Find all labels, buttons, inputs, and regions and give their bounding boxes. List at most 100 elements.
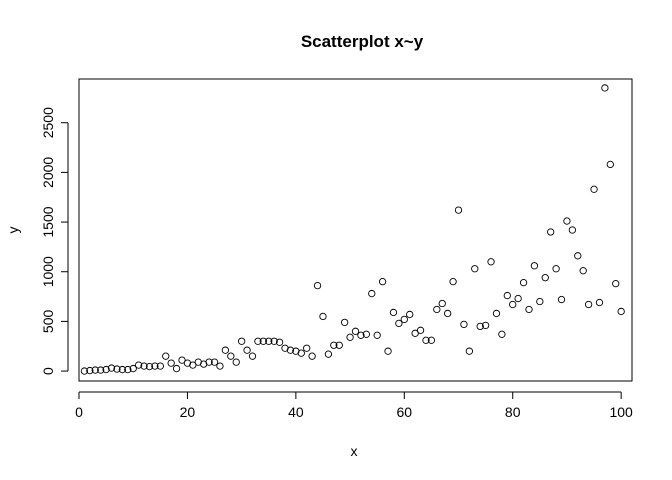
data-point — [297, 349, 305, 357]
data-point — [444, 309, 452, 318]
data-point — [389, 308, 398, 317]
data-point — [400, 315, 408, 324]
x-tick-label: 0 — [75, 404, 83, 420]
data-point — [275, 338, 284, 346]
x-axis: 0 20 40 60 80 100 — [75, 391, 633, 420]
data-point — [547, 228, 555, 236]
data-point — [178, 356, 186, 364]
data-point — [568, 226, 577, 234]
data-point — [606, 160, 614, 169]
data-point — [498, 330, 506, 338]
x-axis-label: x — [351, 443, 358, 459]
data-point — [313, 281, 322, 290]
data-point — [427, 336, 436, 344]
x-tick-label: 60 — [397, 404, 413, 420]
data-point — [395, 319, 403, 328]
x-tick-label: 80 — [505, 404, 521, 420]
data-point — [134, 361, 143, 369]
data-point — [248, 352, 257, 360]
data-point — [145, 362, 154, 371]
data-point — [205, 358, 213, 366]
y-tick-label: 1000 — [40, 256, 56, 287]
data-point — [476, 322, 484, 331]
data-point — [536, 297, 544, 306]
data-point — [118, 365, 127, 374]
data-point — [563, 217, 571, 225]
data-point — [416, 326, 425, 334]
data-point — [172, 364, 181, 373]
data-point — [227, 352, 235, 360]
data-point — [341, 318, 349, 327]
data-point — [324, 350, 333, 358]
y-axis-label: y — [5, 227, 21, 234]
data-point — [102, 365, 110, 374]
data-point — [460, 320, 468, 329]
data-point — [107, 364, 116, 372]
data-point — [129, 364, 137, 373]
data-point — [357, 331, 365, 339]
data-point — [80, 367, 89, 375]
data-point — [124, 365, 132, 374]
plot-frame — [78, 78, 633, 382]
data-point — [601, 84, 609, 92]
data-point — [465, 347, 474, 355]
data-point — [595, 298, 604, 307]
x-tick-label: 40 — [288, 404, 304, 420]
data-point — [557, 295, 566, 304]
data-point — [384, 347, 392, 355]
y-tick-label: 1500 — [40, 206, 56, 237]
data-point — [265, 337, 273, 345]
data-point — [167, 359, 175, 367]
data-point — [162, 352, 170, 360]
data-point — [449, 278, 457, 286]
data-point — [270, 337, 278, 345]
data-point — [91, 366, 99, 374]
data-point — [368, 289, 376, 298]
data-point — [335, 341, 343, 349]
data-point — [330, 341, 338, 349]
data-point — [286, 346, 295, 354]
data-point — [454, 206, 463, 214]
data-point — [308, 352, 316, 360]
data-point — [254, 337, 262, 345]
data-point — [438, 299, 446, 308]
data-point — [541, 274, 549, 282]
data-point — [584, 300, 593, 309]
data-point — [514, 294, 522, 303]
y-tick-label: 0 — [40, 367, 56, 375]
data-point — [189, 361, 197, 369]
data-point — [140, 362, 148, 370]
data-point — [243, 346, 251, 354]
data-point — [156, 362, 164, 370]
data-point — [97, 366, 105, 374]
data-point — [509, 300, 517, 309]
data-point — [552, 265, 560, 273]
y-tick-label: 2500 — [40, 107, 56, 138]
data-point — [210, 358, 219, 366]
data-point — [151, 362, 159, 370]
data-point — [579, 267, 587, 275]
data-point — [487, 258, 495, 266]
data-point — [378, 278, 387, 286]
data-point — [406, 310, 414, 319]
data-point — [519, 279, 528, 287]
data-point — [422, 336, 430, 344]
data-point — [574, 252, 582, 260]
data-point — [86, 366, 94, 375]
data-point — [525, 305, 533, 314]
data-point — [471, 265, 479, 273]
data-point — [303, 344, 311, 352]
data-point — [362, 330, 370, 338]
data-points — [80, 84, 625, 375]
data-point — [590, 185, 598, 193]
data-point — [617, 307, 625, 316]
data-point — [237, 337, 246, 345]
data-point — [232, 358, 240, 366]
data-point — [113, 365, 121, 373]
data-point — [481, 321, 490, 330]
data-point — [530, 262, 539, 270]
data-point — [503, 291, 511, 300]
x-tick-label: 20 — [180, 404, 196, 420]
